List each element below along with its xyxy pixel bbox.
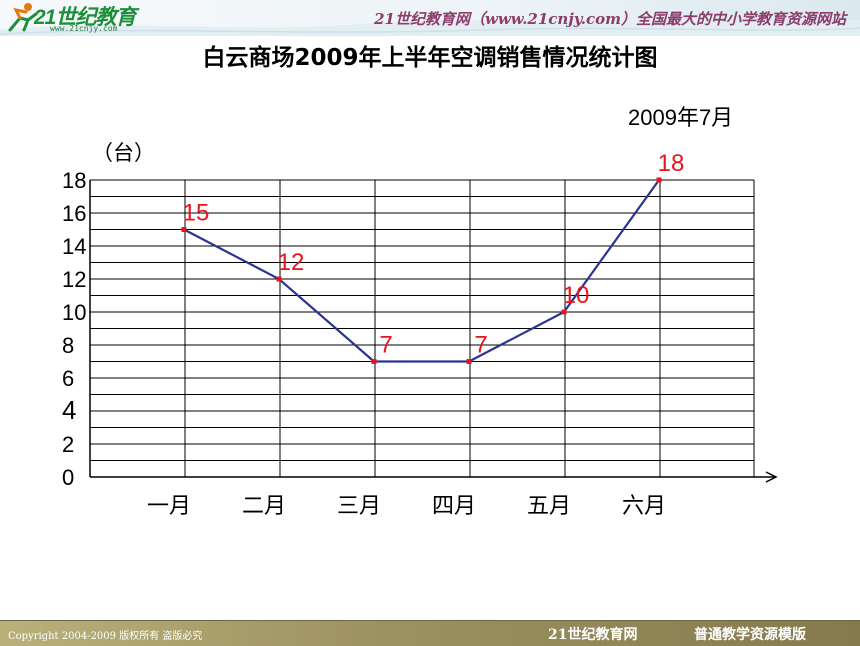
data-point [656,177,662,183]
y-tick-label: 16 [62,201,86,226]
x-tick-label: 五月 [527,494,571,519]
header-banner: 21世纪教育 www.21cnjy.com 21世纪教育网（www.21cnjy… [0,0,860,36]
y-tick-label: 8 [62,333,74,358]
data-point [561,309,567,315]
data-point [181,227,187,232]
x-tick-label: 六月 [622,494,666,519]
y-tick-label: 2 [62,432,74,457]
data-point [276,276,282,282]
series-line [183,179,660,363]
data-label: 10 [563,282,590,309]
x-tick-label: 四月 [432,494,476,519]
x-tick-label: 三月 [337,494,381,519]
banner-slogan: 21世纪教育网（www.21cnjy.com）全国最大的中小学教育资源网站 [374,10,846,28]
running-figure-logo-icon [8,3,38,32]
data-point [371,359,377,364]
line-chart: 0 2 4 6 8 10 12 14 16 18 一月 二月 三月 四月 五月 六月 15 12 7 7 10 18 [62,150,778,519]
y-axis-ticks: 0 2 4 6 8 10 12 14 16 18 [62,168,86,490]
y-tick-label: 6 [62,366,74,391]
chart-title: 白云商场2009年上半年空调销售情况统计图 [202,45,658,71]
footer-bar: Copyright 2004-2009 版权所有 盗版必究 21世纪教育网 普通… [0,620,860,646]
chart-axes [89,180,778,483]
footer-template-name: 普通教学资源模版 [694,627,806,643]
data-label: 18 [658,150,685,177]
x-tick-label: 一月 [147,494,191,519]
footer-copyright: Copyright 2004-2009 版权所有 盗版必究 [8,631,203,642]
x-axis-ticks: 一月 二月 三月 四月 五月 六月 [147,494,666,519]
data-label: 7 [379,332,392,359]
y-tick-label: 4 [62,395,76,425]
y-tick-label: 0 [62,465,74,490]
chart-date-note: 2009年7月 [628,105,734,130]
y-axis-unit-label: （台） [92,141,155,165]
site-logo-url: www.21cnjy.com [50,24,118,33]
data-labels: 15 12 7 7 10 18 [183,150,685,359]
data-label: 12 [278,249,305,276]
y-tick-label: 18 [62,168,86,193]
y-tick-label: 12 [62,267,86,292]
data-label: 7 [474,332,487,359]
chart-series [181,177,662,364]
y-tick-label: 10 [62,300,86,325]
site-logo-text: 21世纪教育 [34,6,136,29]
y-tick-label: 14 [62,234,86,259]
x-tick-label: 二月 [242,494,286,519]
x-axis-arrow-icon [765,471,778,483]
banner-wave-decoration [0,20,860,36]
data-point [466,359,472,364]
footer-site-name: 21世纪教育网 [548,627,638,643]
data-label: 15 [183,200,210,227]
